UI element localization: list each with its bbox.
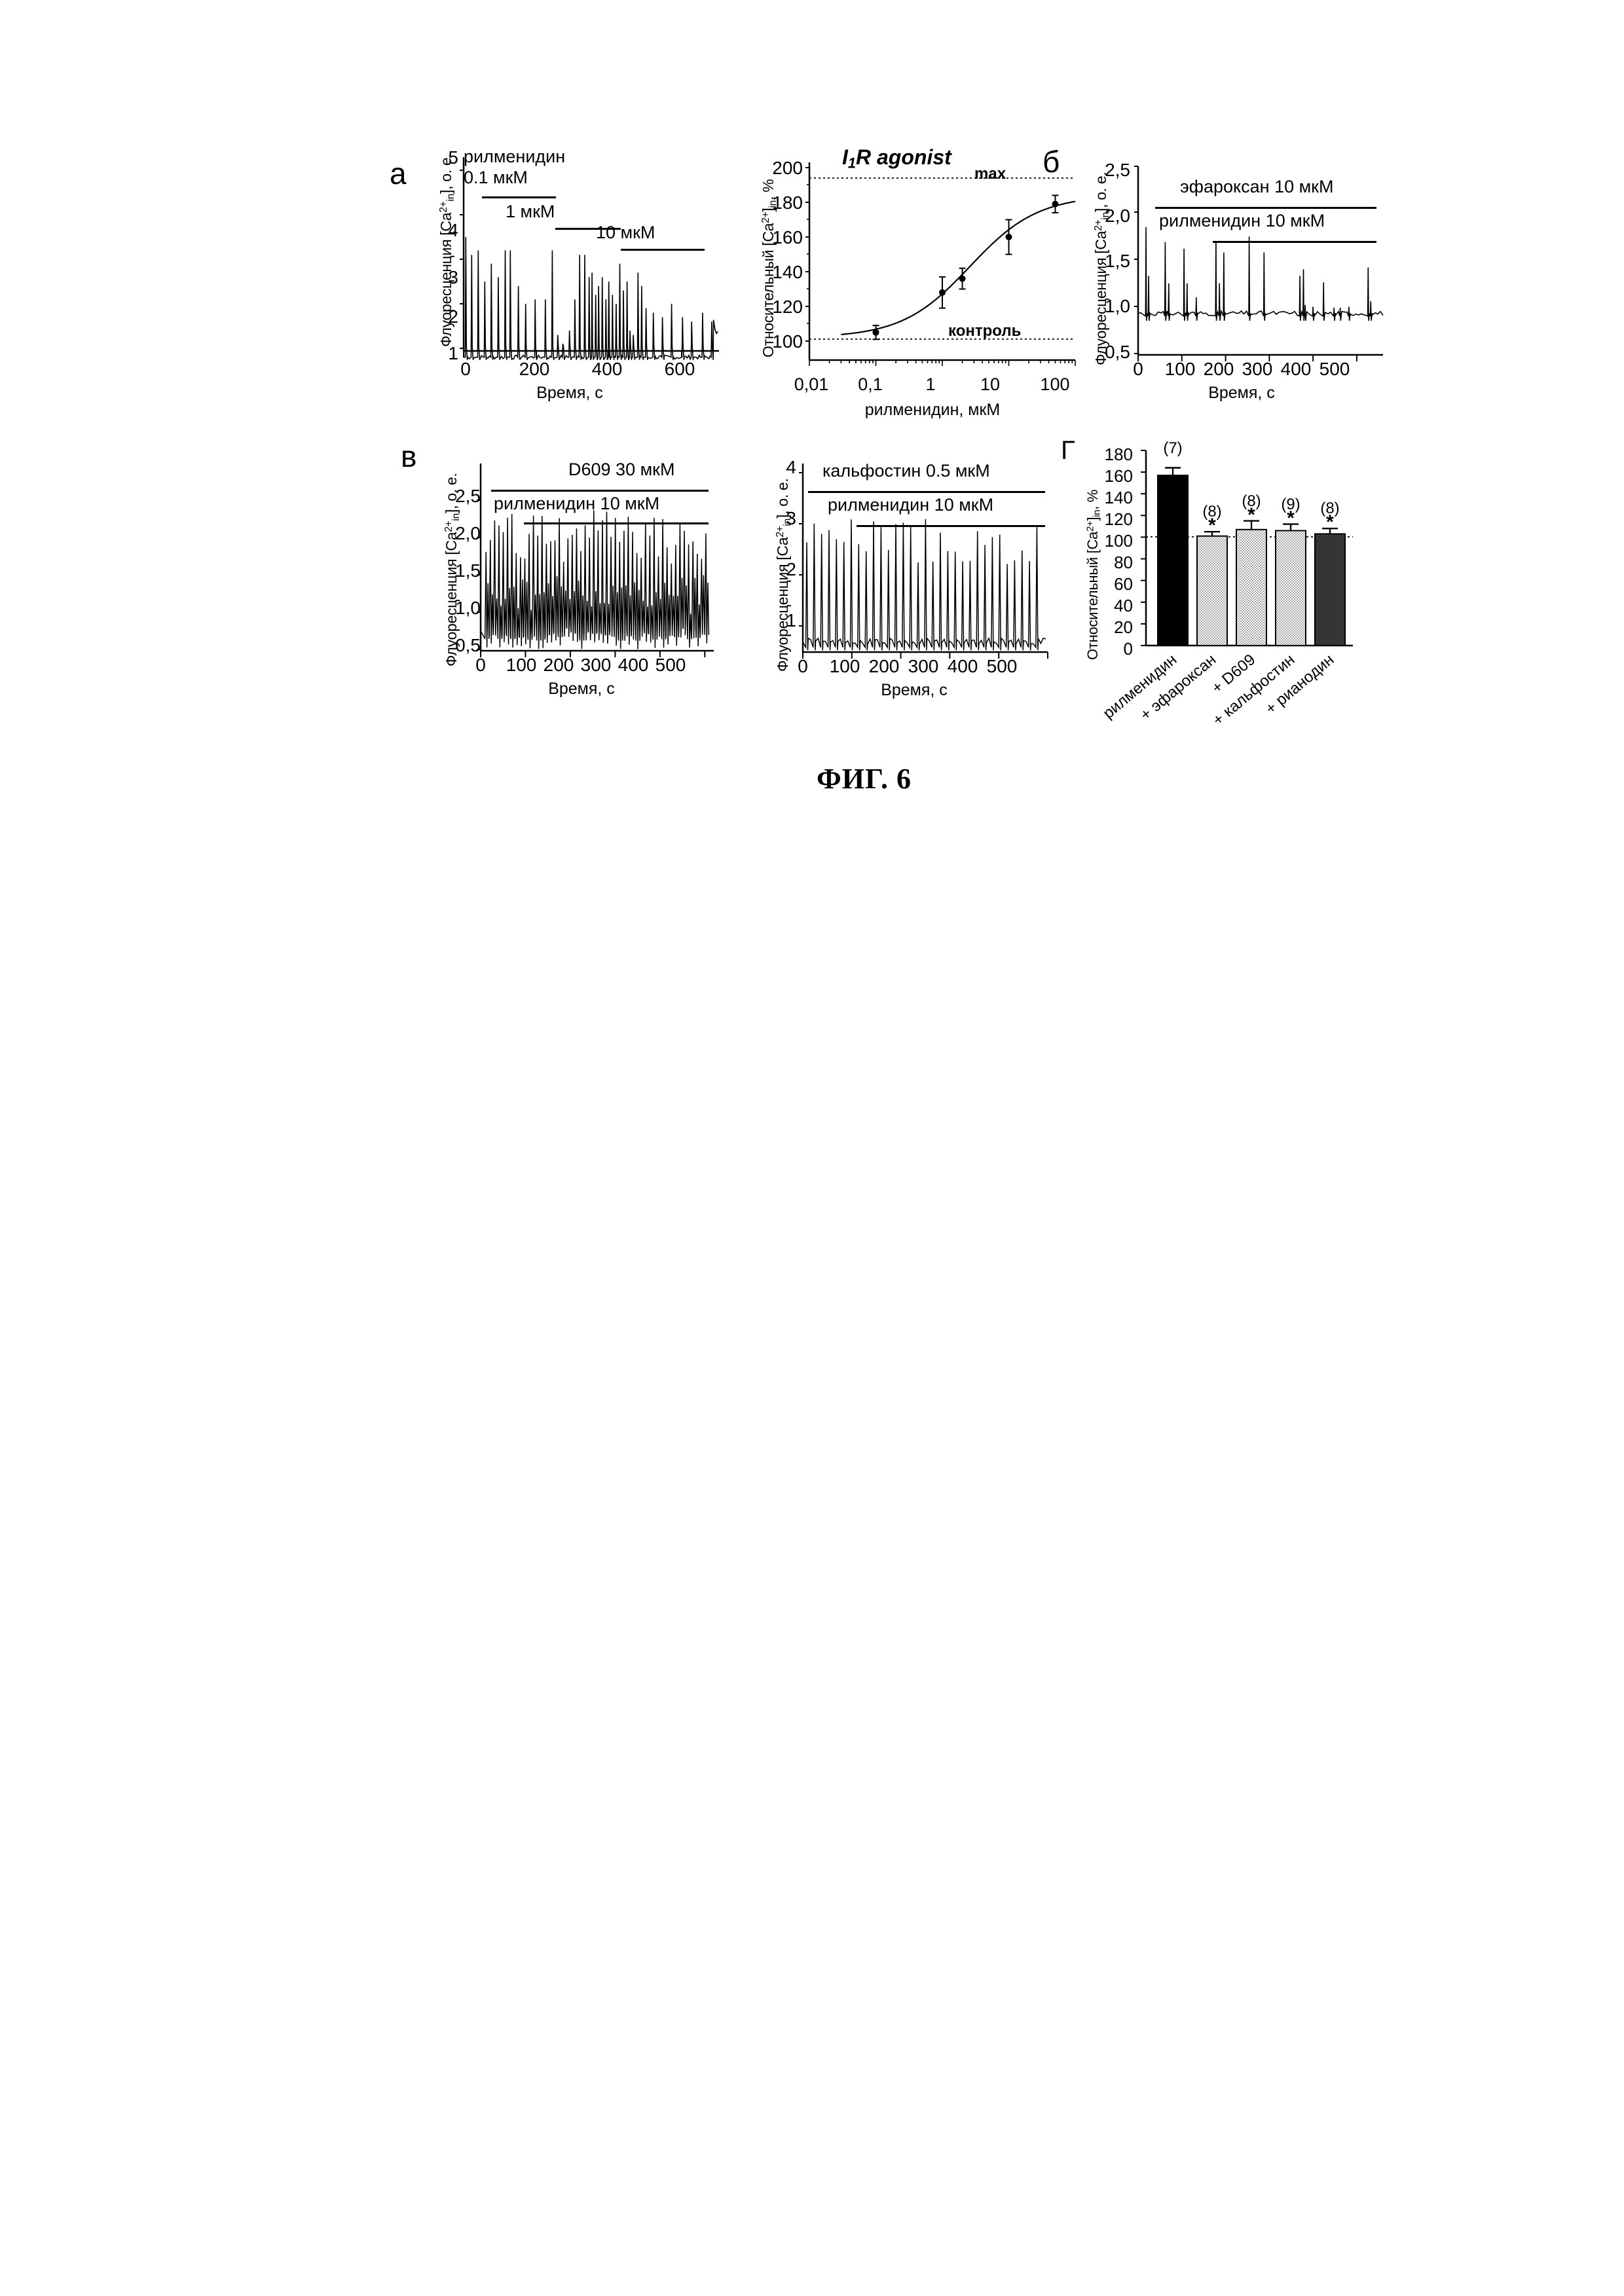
panel-b-ytick-25: 2,5 (1092, 161, 1130, 179)
panel-dose-xtick-01: 0,1 (850, 376, 891, 393)
panel-a: a Флуоресценция [Ca2+in], о. е. 1 2 3 4 … (386, 151, 740, 439)
bar-n-label: (7) (1153, 439, 1192, 458)
panel-v-plot (477, 462, 739, 678)
panel-b-plot (1134, 165, 1396, 381)
panel-g-ytick-80: 80 (1092, 554, 1133, 571)
panel-g-plot (1139, 449, 1356, 665)
figure-page: a Флуоресценция [Ca2+in], о. е. 1 2 3 4 … (0, 0, 1624, 2296)
panel-dose-plot (805, 160, 1080, 376)
panel-g-letter: Г (1061, 437, 1075, 464)
panel-cal-xlabel: Время, с (842, 681, 986, 700)
panel-a-ytick-3: 3 (439, 268, 458, 287)
bar-significance-marker: * (1238, 504, 1264, 526)
panel-b-ytick-05: 0,5 (1092, 343, 1130, 361)
panel-b-ytick-15: 1,5 (1092, 252, 1130, 270)
panel-v-ytick-20: 2,0 (443, 524, 481, 543)
panel-dose-ytick-100: 100 (762, 333, 803, 351)
panel-b-xtick-300: 300 (1239, 360, 1276, 378)
panel-v-xtick-500: 500 (652, 656, 689, 674)
panel-v-xtick-100: 100 (503, 656, 540, 674)
panel-g-ytick-60: 60 (1092, 575, 1133, 592)
panel-cal-xtick-300: 300 (905, 657, 942, 676)
panel-g-ytick-160: 160 (1092, 467, 1133, 484)
panel-dose-ytick-180: 180 (762, 194, 803, 212)
panel-b-xlabel: Время, с (1170, 384, 1314, 403)
panel-cal-ytick-3: 3 (774, 509, 796, 528)
panel-cal-ytick-4: 4 (774, 458, 796, 477)
panel-cal-xtick-0: 0 (792, 657, 813, 676)
panel-v-xtick-0: 0 (470, 656, 491, 674)
panel-dose-ytick-200: 200 (762, 159, 803, 177)
panel-b-xtick-0: 0 (1128, 360, 1149, 378)
bar-significance-marker: * (1278, 507, 1304, 530)
panel-dose-response: Относительный [Ca2+]in, % I1R agonist 10… (714, 151, 1067, 439)
panel-b-letter: б (1043, 147, 1060, 177)
panel-b-ytick-10: 1,0 (1092, 297, 1130, 316)
panel-a-plot (460, 155, 722, 371)
panel-v-xtick-200: 200 (540, 656, 577, 674)
panel-a-xlabel: Время, с (498, 384, 642, 403)
panel-cal-xtick-200: 200 (866, 657, 902, 676)
panel-cal-ytick-1: 1 (774, 611, 796, 630)
panel-cal-ytick-2: 2 (774, 560, 796, 579)
panel-a-xtick-600: 600 (660, 360, 699, 378)
panel-g: Г Относительный [Ca2+]in, % 0 20 40 60 8… (1048, 440, 1388, 741)
panel-g-ytick-120: 120 (1092, 511, 1133, 528)
panel-dose-xlabel: рилменидин, мкМ (834, 401, 1031, 420)
panel-dose-ytick-120: 120 (762, 298, 803, 316)
panel-v-ytick-25: 2,5 (443, 487, 481, 505)
panel-g-ytick-0: 0 (1092, 640, 1133, 657)
panel-g-ytick-100: 100 (1092, 532, 1133, 549)
panel-a-xtick-400: 400 (587, 360, 627, 378)
panel-b-ytick-20: 2,0 (1092, 207, 1130, 225)
bar-significance-marker: * (1317, 511, 1343, 534)
panel-calphostin: Флуоресценция [Ca2+in], о. е. 1 2 3 4 ка… (733, 444, 1087, 725)
panel-a-ytick-2: 2 (439, 308, 458, 326)
figure-caption: ФИГ. 6 (817, 762, 912, 795)
panel-g-ytick-20: 20 (1092, 619, 1133, 636)
panel-v: в Флуоресценция [Ca2+in], о. е. 0,5 1,0 … (399, 444, 753, 725)
panel-b: б Флуоресценция [Ca2+in], о. е. 0,5 1,0 … (1041, 149, 1395, 437)
panel-g-ytick-180: 180 (1092, 446, 1133, 463)
panel-v-ytick-15: 1,5 (443, 562, 481, 580)
panel-cal-xtick-500: 500 (984, 657, 1020, 676)
panel-v-xlabel: Время, с (509, 680, 654, 699)
panel-dose-xtick-001: 0,01 (788, 376, 834, 393)
panel-b-xtick-400: 400 (1278, 360, 1314, 378)
panel-b-xtick-500: 500 (1316, 360, 1353, 378)
panel-b-xtick-100: 100 (1162, 360, 1198, 378)
panel-v-ytick-05: 0,5 (443, 636, 481, 655)
panel-dose-xtick-1: 1 (919, 376, 942, 393)
bar-significance-marker: * (1199, 515, 1225, 537)
panel-v-letter: в (401, 441, 416, 471)
panel-dose-ytick-140: 140 (762, 263, 803, 282)
panel-g-ytick-40: 40 (1092, 597, 1133, 614)
panel-a-ytick-5: 5 (439, 149, 458, 167)
panel-cal-xtick-100: 100 (826, 657, 863, 676)
panel-a-ytick-4: 4 (439, 221, 458, 240)
panel-a-xtick-200: 200 (515, 360, 554, 378)
panel-cal-xtick-400: 400 (944, 657, 981, 676)
panel-g-ytick-140: 140 (1092, 489, 1133, 506)
panel-cal-plot (799, 462, 1061, 678)
panel-a-xtick-0: 0 (454, 360, 477, 378)
panel-dose-ytick-160: 160 (762, 228, 803, 247)
panel-b-xtick-200: 200 (1200, 360, 1237, 378)
panel-v-xtick-300: 300 (578, 656, 614, 674)
panel-v-ytick-10: 1,0 (443, 599, 481, 617)
panel-dose-xtick-10: 10 (973, 376, 1007, 393)
panel-a-letter: a (390, 158, 407, 189)
panel-v-xtick-400: 400 (615, 656, 652, 674)
